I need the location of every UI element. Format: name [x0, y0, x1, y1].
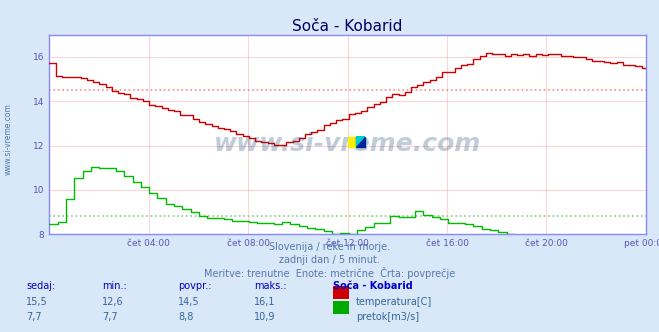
- Text: 10,9: 10,9: [254, 312, 275, 322]
- Text: sedaj:: sedaj:: [26, 281, 55, 290]
- Text: min.:: min.:: [102, 281, 127, 290]
- Text: 7,7: 7,7: [102, 312, 118, 322]
- Text: povpr.:: povpr.:: [178, 281, 212, 290]
- Title: Soča - Kobarid: Soča - Kobarid: [293, 19, 403, 34]
- Text: www.si-vreme.com: www.si-vreme.com: [3, 104, 13, 175]
- Text: Soča - Kobarid: Soča - Kobarid: [333, 281, 413, 290]
- Text: pretok[m3/s]: pretok[m3/s]: [356, 312, 419, 322]
- Text: zadnji dan / 5 minut.: zadnji dan / 5 minut.: [279, 255, 380, 265]
- Text: 16,1: 16,1: [254, 297, 275, 307]
- Text: 7,7: 7,7: [26, 312, 42, 322]
- Text: 8,8: 8,8: [178, 312, 193, 322]
- Text: temperatura[C]: temperatura[C]: [356, 297, 432, 307]
- Text: 12,6: 12,6: [102, 297, 124, 307]
- Text: Meritve: trenutne  Enote: metrične  Črta: povprečje: Meritve: trenutne Enote: metrične Črta: …: [204, 267, 455, 279]
- Polygon shape: [357, 137, 365, 147]
- Text: maks.:: maks.:: [254, 281, 286, 290]
- Text: 14,5: 14,5: [178, 297, 200, 307]
- Bar: [348, 137, 357, 147]
- Text: Slovenija / reke in morje.: Slovenija / reke in morje.: [269, 242, 390, 252]
- Text: 15,5: 15,5: [26, 297, 48, 307]
- Polygon shape: [357, 137, 365, 147]
- Text: www.si-vreme.com: www.si-vreme.com: [214, 132, 481, 156]
